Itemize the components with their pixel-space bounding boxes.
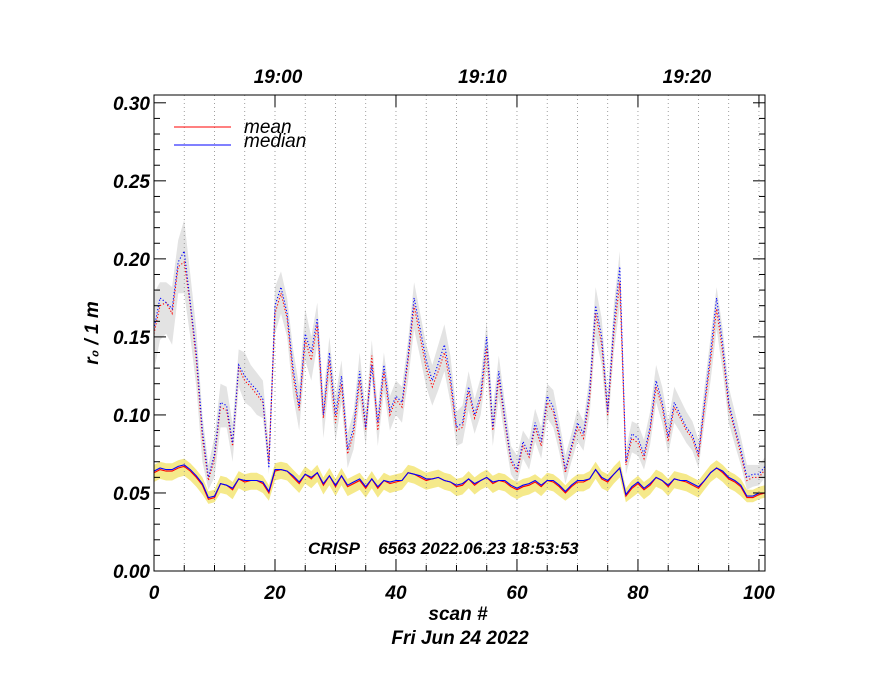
x-tick-label: 40: [384, 583, 407, 604]
y-axis-title: r₀ / 1 m: [82, 301, 103, 365]
legend-label-median: median: [244, 131, 306, 152]
y-tick-label: 0.00: [113, 562, 150, 583]
legend: mean median: [174, 117, 306, 152]
x-axis-title: scan #: [428, 604, 488, 625]
series-line-upper-mean: [153, 260, 766, 482]
legend-label-mean: mean: [244, 117, 292, 138]
y-tick-label: 0.15: [113, 328, 150, 349]
x-tick-label: 100: [743, 583, 775, 604]
date-label: Fri Jun 24 2022: [391, 628, 529, 649]
plot-frame: [153, 94, 766, 572]
series-line-lower-median: [153, 464, 765, 499]
x-tick-label: 0: [149, 583, 160, 604]
series-lines: [153, 249, 766, 500]
y-tick-label: 0.20: [113, 250, 150, 271]
series-line-upper-median: [153, 249, 766, 479]
instrument-annotation: CRISP 6563 2022.06.23 18:53:53: [308, 539, 579, 558]
top-time-label: 19:20: [663, 67, 712, 88]
x-tick-label: 60: [506, 583, 528, 604]
y-tick-label: 0.25: [113, 172, 150, 193]
vertical-gridlines: [183, 95, 760, 571]
y-tick-label: 0.05: [113, 484, 150, 505]
upper-spread-band: [154, 219, 765, 490]
y-tick-label: 0.10: [113, 406, 150, 427]
y-tick-label: 0.30: [113, 94, 150, 115]
lower-spread-band: [154, 458, 765, 504]
x-tick-label: 80: [627, 583, 649, 604]
spread-bands: [154, 219, 765, 504]
x-tick-label: 20: [263, 583, 286, 604]
axis-ticks: [153, 95, 765, 572]
top-time-label: 19:00: [254, 67, 303, 88]
top-time-label: 19:10: [458, 67, 507, 88]
axis-tick-labels: 0 20 40 60 80 100 0.00 0.05 0.10 0.15 0.20 0.25 0.30…: [113, 67, 775, 604]
